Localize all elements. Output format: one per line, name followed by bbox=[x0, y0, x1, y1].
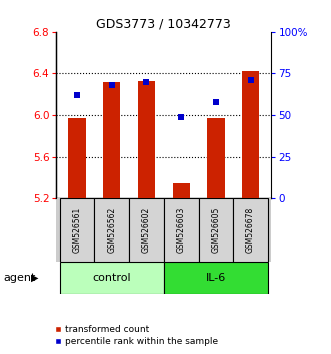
Bar bbox=[199, 198, 233, 262]
Bar bbox=[129, 198, 164, 262]
Bar bbox=[164, 262, 268, 294]
Point bbox=[109, 82, 115, 88]
Point bbox=[178, 114, 184, 120]
Text: control: control bbox=[92, 273, 131, 283]
Bar bbox=[69, 118, 86, 198]
Bar bbox=[207, 118, 224, 198]
Text: ▶: ▶ bbox=[31, 273, 39, 283]
Legend: transformed count, percentile rank within the sample: transformed count, percentile rank withi… bbox=[51, 321, 222, 349]
Bar bbox=[60, 198, 94, 262]
Point bbox=[213, 99, 218, 104]
Bar bbox=[233, 198, 268, 262]
Point bbox=[144, 79, 149, 85]
Text: GSM526605: GSM526605 bbox=[212, 207, 220, 253]
Text: agent: agent bbox=[3, 273, 36, 283]
Bar bbox=[103, 82, 120, 198]
Bar bbox=[164, 198, 199, 262]
Title: GDS3773 / 10342773: GDS3773 / 10342773 bbox=[96, 18, 231, 31]
Text: GSM526562: GSM526562 bbox=[107, 207, 116, 253]
Bar bbox=[60, 262, 164, 294]
Text: GSM526561: GSM526561 bbox=[72, 207, 81, 253]
Bar bbox=[94, 198, 129, 262]
Text: IL-6: IL-6 bbox=[206, 273, 226, 283]
Bar bbox=[172, 183, 190, 198]
Text: GSM526603: GSM526603 bbox=[177, 207, 186, 253]
Point bbox=[248, 77, 253, 83]
Point bbox=[74, 92, 80, 98]
Bar bbox=[138, 81, 155, 198]
Text: GSM526602: GSM526602 bbox=[142, 207, 151, 253]
Bar bbox=[242, 72, 259, 198]
Text: GSM526678: GSM526678 bbox=[246, 207, 255, 253]
